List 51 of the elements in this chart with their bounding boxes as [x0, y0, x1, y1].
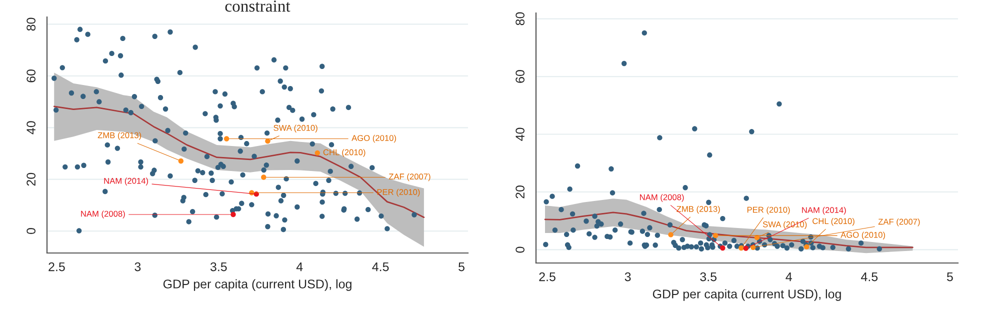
annotation: SWA (2010) [274, 124, 318, 132]
y-tick-label: 0 [516, 246, 524, 253]
point [750, 244, 756, 250]
x-tick-label: 3.5 [210, 262, 227, 272]
annotation: AGO (2010) [840, 232, 885, 240]
x-tick-label: 3 [624, 272, 631, 282]
point [224, 136, 230, 142]
x-tick-label: 4 [296, 262, 303, 272]
y-tick-label: 40 [26, 121, 36, 134]
y-tick-label: 80 [516, 12, 524, 26]
annotation: ZMB (2013) [98, 132, 142, 140]
annotation: ZAF (2007) [878, 218, 920, 226]
x-axis-title: GDP per capita (current USD), log [163, 279, 352, 291]
y-tick-label: 0 [26, 228, 36, 234]
x-tick-label: 4.5 [861, 272, 878, 282]
x-tick-label: 2.5 [539, 272, 556, 282]
x-tick-label: 5 [458, 262, 464, 272]
annotation: ZAF (2007) [388, 173, 430, 182]
point [720, 245, 726, 251]
annotation: CHL (2010) [323, 149, 366, 157]
y-tick-label: 60 [26, 69, 36, 82]
point [261, 174, 266, 180]
point [230, 212, 236, 218]
y-tick-label: 60 [516, 70, 524, 83]
point [743, 246, 748, 251]
point [668, 232, 674, 238]
x-tick-label: 4.5 [372, 262, 389, 272]
annotation: NAM (2014) [104, 178, 148, 186]
y-tick-label: 40 [516, 128, 524, 141]
annotation: AGO (2010) [352, 134, 396, 143]
x-tick-label: 3 [134, 262, 141, 272]
annotation: CHL (2010) [812, 218, 854, 226]
x-tick-label: 4 [786, 272, 792, 282]
y-tick-label: 80 [26, 18, 36, 31]
point [178, 158, 184, 164]
annotation: NAM (2014) [802, 206, 846, 215]
x-tick-label: 2.5 [48, 262, 65, 272]
annotation: ZMB (2013) [676, 206, 720, 214]
point [738, 245, 744, 251]
y-tick-label: 20 [26, 172, 36, 186]
x-tick-label: 3.5 [700, 272, 717, 282]
x-axis-title: GDP per capita (current USD), log [652, 289, 841, 301]
point [314, 150, 320, 156]
annotation: NAM (2008) [640, 194, 684, 202]
x-tick-label: 5 [946, 272, 953, 282]
annotation: PER (2010) [377, 188, 420, 197]
y-tick-label: 20 [516, 186, 524, 198]
point [712, 232, 718, 238]
annotation: PER (2010) [747, 206, 790, 214]
annotation: NAM (2008) [81, 210, 125, 218]
chart-title: constraint [225, 0, 290, 12]
